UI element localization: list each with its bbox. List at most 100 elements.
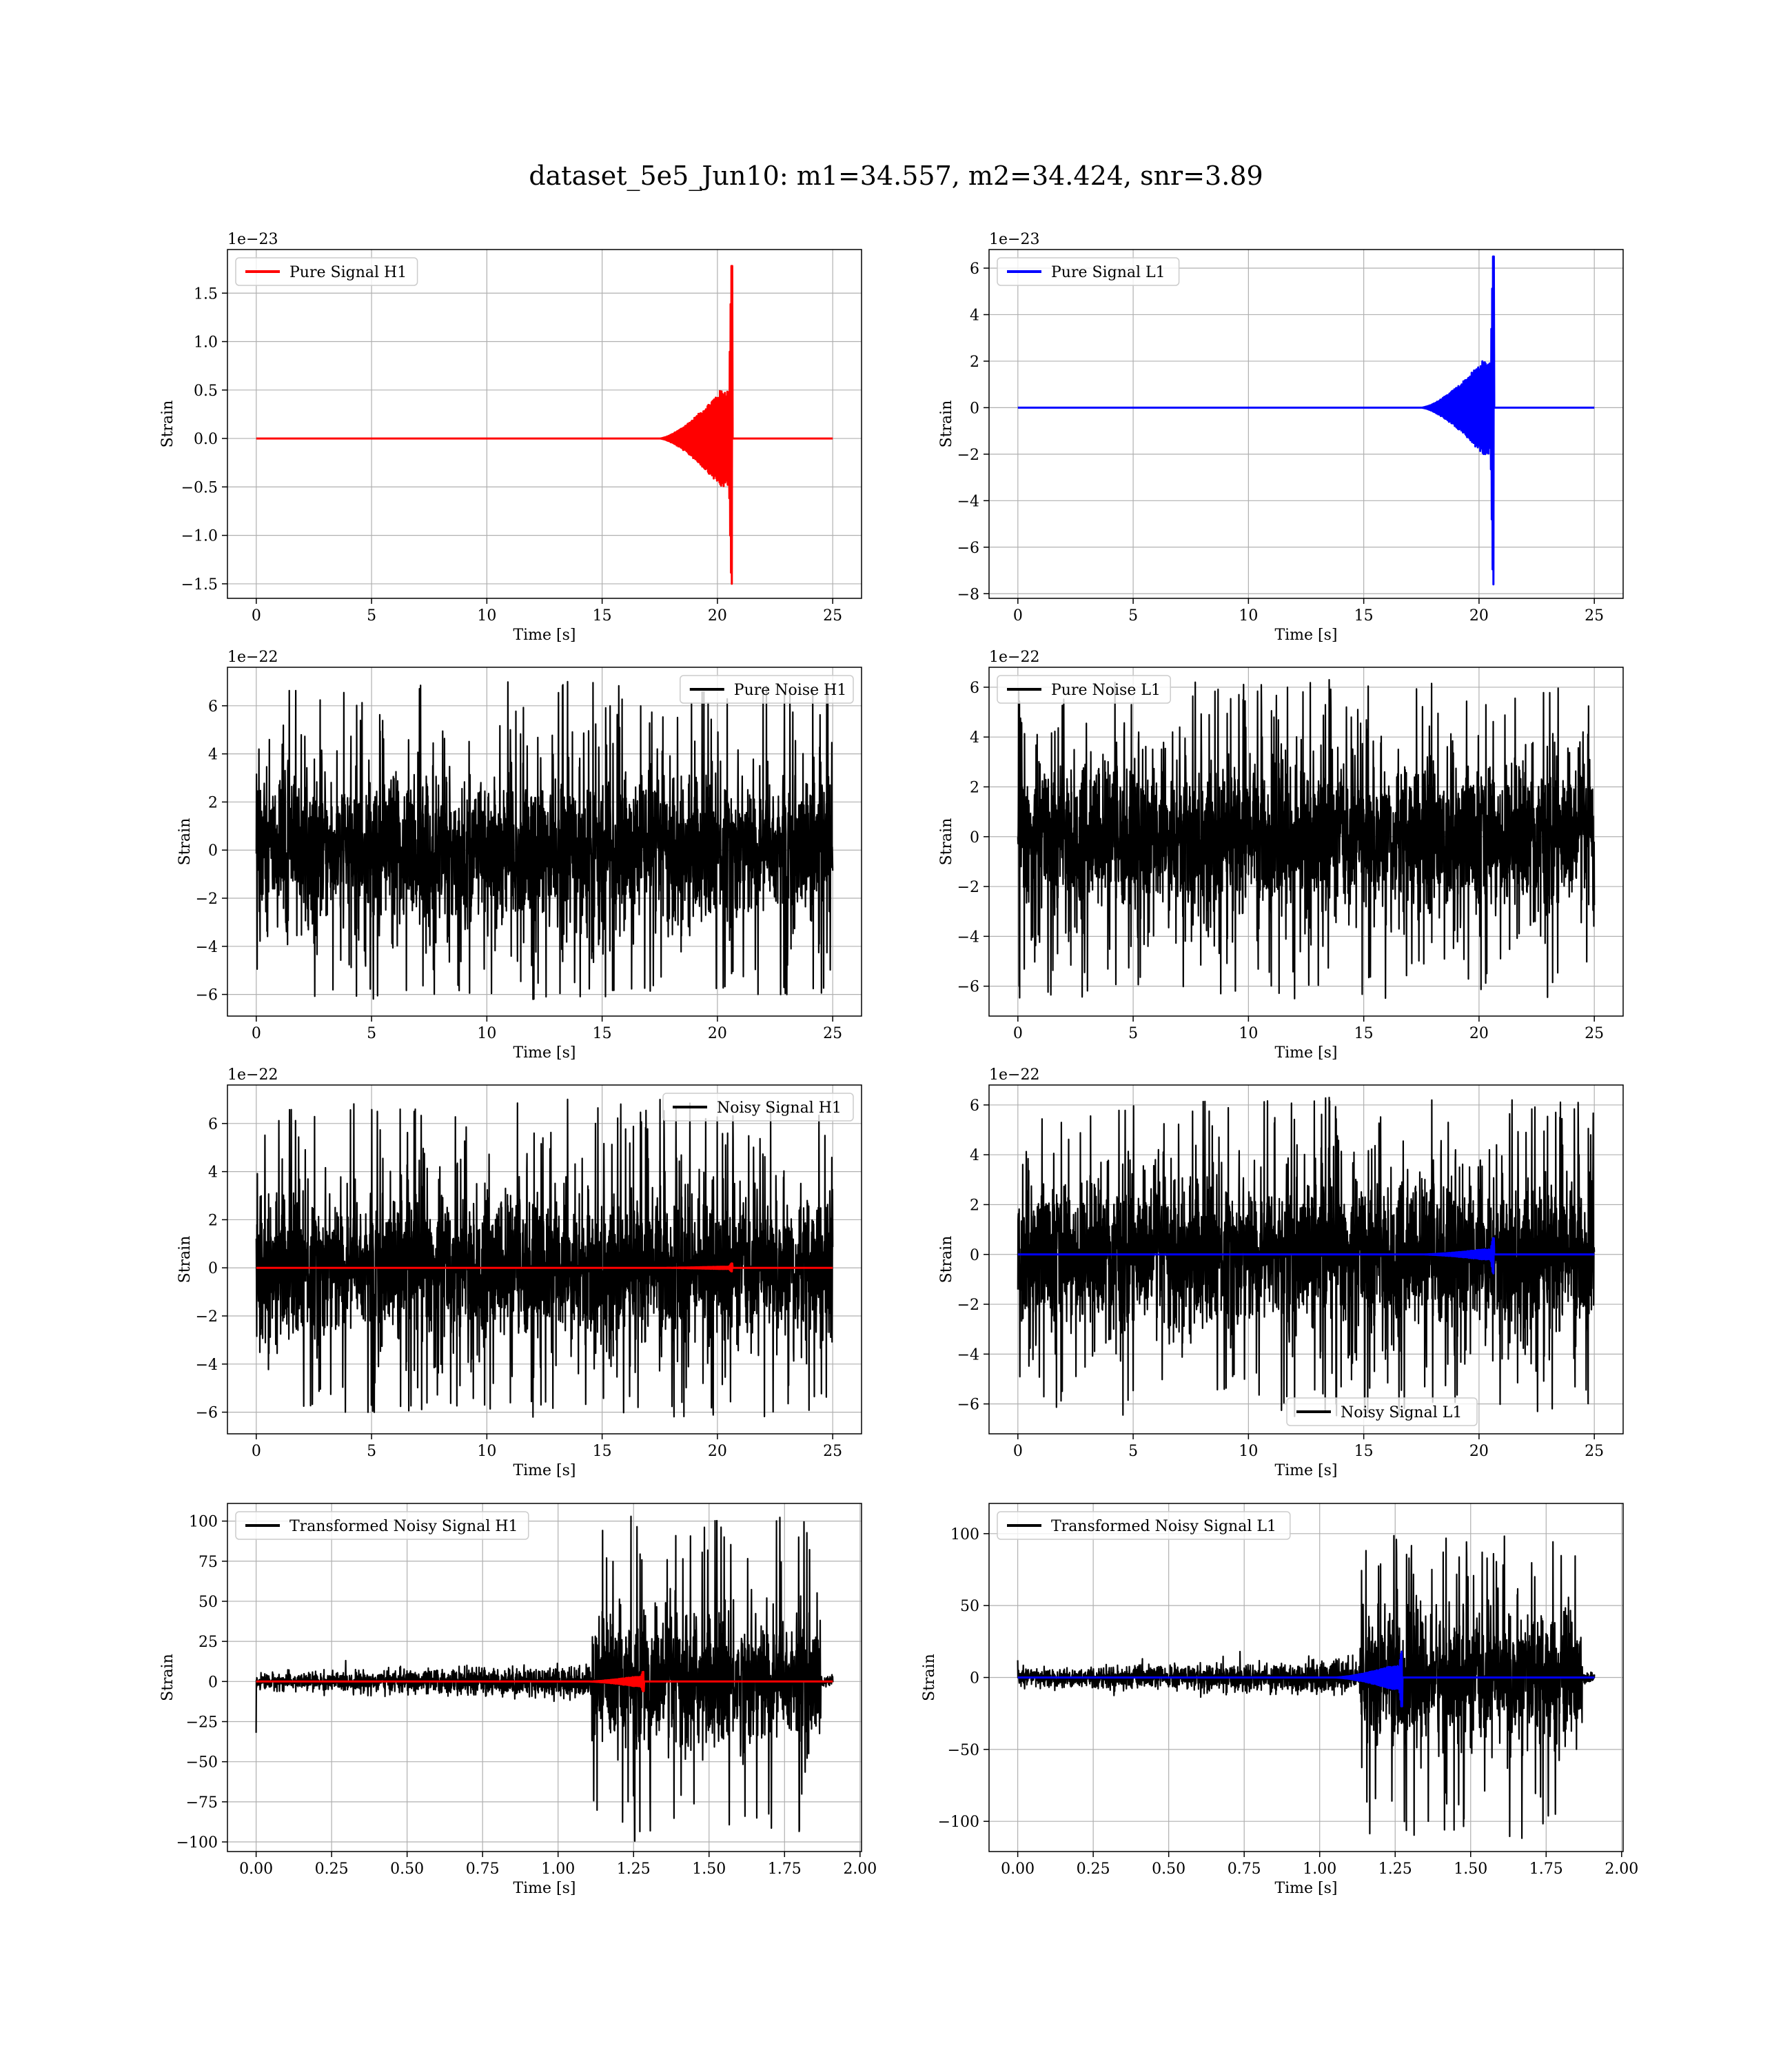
panel-3: 0 5 10 15 20 25 −6 −4 −2 0 2 4 6 1e−22 Time [s] Strain P… <box>176 649 862 1062</box>
series-line-2 <box>1017 1650 1596 1707</box>
x-tick-label: 25 <box>1585 1025 1604 1042</box>
axes-frame <box>988 249 1624 599</box>
y-tick-label: 4 <box>970 729 979 747</box>
legend: Pure Signal L1 <box>997 257 1180 286</box>
y-tick-label: −75 <box>186 1794 218 1812</box>
panel-6: 0 5 10 15 20 25 −6 −4 −2 0 2 4 6 1e−22 Time [s] Strain N… <box>938 1066 1624 1479</box>
y-tick-label: 2 <box>970 1197 979 1214</box>
x-tick-label: 15 <box>593 1025 612 1042</box>
x-tick-label: 2.00 <box>1605 1861 1638 1878</box>
y-tick-label: −4 <box>957 929 979 946</box>
x-tick-label: 5 <box>367 1025 376 1042</box>
y-tick-label: −1.5 <box>181 576 218 594</box>
x-tick-label: 20 <box>1469 607 1489 625</box>
plot-area <box>1017 679 1596 1000</box>
plot-area <box>255 680 834 1000</box>
x-tick-label: 1.00 <box>541 1861 575 1878</box>
y-tick-label: −4 <box>957 1346 979 1364</box>
y-tick-label: 6 <box>208 1116 218 1133</box>
x-tick-label: 5 <box>1128 1443 1138 1460</box>
panel-8: 0.00 0.25 0.50 0.75 1.00 1.25 1.50 1.75 2.00 −100… <box>921 1503 1638 1897</box>
x-tick-label: 1.75 <box>1529 1861 1563 1878</box>
plot-area <box>255 1098 834 1418</box>
legend-label: Pure Signal L1 <box>1051 264 1165 281</box>
x-tick-label: 1.50 <box>692 1861 726 1878</box>
legend: Pure Signal H1 <box>235 257 418 286</box>
legend: Noisy Signal L1 <box>1286 1397 1478 1426</box>
x-tick-label: 0.50 <box>390 1861 424 1878</box>
y-tick-label: −2 <box>196 891 218 908</box>
x-tick-label: 10 <box>1239 1443 1258 1460</box>
x-tick-label: 0 <box>1013 607 1023 625</box>
y-tick-label: −4 <box>196 1357 218 1374</box>
y-axis-label: Strain <box>938 401 955 448</box>
legend-label: Transformed Noisy Signal H1 <box>289 1518 518 1535</box>
y-axis-label: Strain <box>938 818 955 866</box>
y-tick-label: 75 <box>198 1554 218 1571</box>
y-tick-label: −6 <box>196 987 218 1004</box>
x-axis-label: Time [s] <box>513 1880 576 1897</box>
panel-2: 0 5 10 15 20 25 −8 −6 −4 −2 0 2 4 6 1e−23 Time [s] Strai… <box>938 231 1624 644</box>
y-tick-label: 6 <box>970 1097 979 1115</box>
legend-box <box>662 1093 854 1122</box>
y-tick-label: −50 <box>186 1754 218 1772</box>
x-tick-label: 25 <box>823 1443 842 1460</box>
series-line-1 <box>255 1098 834 1418</box>
plot-area <box>1017 1534 1596 1839</box>
x-tick-label: 25 <box>823 607 842 625</box>
x-tick-label: 20 <box>708 1025 727 1042</box>
x-tick-label: 0 <box>252 1025 261 1042</box>
x-axis-label: Time [s] <box>1274 627 1337 644</box>
y-tick-label: 0 <box>970 1247 979 1264</box>
x-tick-label: 1.25 <box>1378 1861 1412 1878</box>
legend-label: Pure Noise L1 <box>1051 682 1161 699</box>
panel-1: 0 5 10 15 20 25 −1.5 −1.0 −0.5 0.0 0.5 1.0 1.5 1e−23 T… <box>159 231 862 644</box>
offset-text: 1e−22 <box>227 649 278 666</box>
y-tick-label: 4 <box>970 307 979 324</box>
y-tick-label: 0 <box>208 842 218 860</box>
x-tick-label: 10 <box>1239 607 1258 625</box>
y-tick-label: −0.5 <box>181 479 218 496</box>
x-tick-label: 20 <box>1469 1025 1489 1042</box>
y-tick-label: 25 <box>198 1634 218 1651</box>
plot-area <box>255 1515 834 1842</box>
y-tick-label: 0 <box>970 400 979 417</box>
series-line-1 <box>1017 679 1596 1000</box>
y-tick-label: 100 <box>950 1526 979 1543</box>
y-tick-label: 1.5 <box>194 285 218 303</box>
y-tick-label: 0 <box>970 1670 979 1687</box>
y-tick-label: 6 <box>208 698 218 716</box>
legend: Noisy Signal H1 <box>662 1093 854 1122</box>
x-tick-label: 0.50 <box>1152 1861 1185 1878</box>
y-axis-label: Strain <box>159 1654 176 1701</box>
x-tick-label: 2.00 <box>843 1861 877 1878</box>
x-tick-label: 15 <box>1354 607 1374 625</box>
y-axis-label: Strain <box>176 1236 194 1284</box>
legend-box <box>997 675 1171 704</box>
x-tick-label: 0 <box>252 1443 261 1460</box>
y-tick-label: 4 <box>208 1164 218 1182</box>
figure-title: dataset_5e5_Jun10: m1=34.557, m2=34.424,… <box>529 161 1263 192</box>
x-tick-label: 1.00 <box>1303 1861 1336 1878</box>
y-tick-label: −2 <box>196 1308 218 1326</box>
series-line-1 <box>1017 255 1596 586</box>
offset-text: 1e−23 <box>989 231 1039 248</box>
legend-label: Pure Noise H1 <box>734 682 847 699</box>
legend-box <box>1286 1397 1478 1426</box>
x-tick-label: 1.50 <box>1454 1861 1487 1878</box>
offset-text: 1e−22 <box>989 649 1039 666</box>
legend-box <box>997 257 1180 286</box>
legend-box <box>997 1511 1291 1540</box>
offset-text: 1e−22 <box>227 1066 278 1084</box>
y-tick-label: −1.0 <box>181 528 218 545</box>
y-tick-label: −2 <box>957 1297 979 1314</box>
panels: 0 5 10 15 20 25−1.5−1.0−0.50.00.51.01.51e−23T… <box>159 231 1638 1897</box>
x-tick-label: 5 <box>367 607 376 625</box>
series-line-2 <box>255 1670 834 1692</box>
y-tick-label: 2 <box>208 794 218 811</box>
y-tick-label: −50 <box>948 1742 979 1759</box>
x-tick-label: 15 <box>593 607 612 625</box>
legend: Transformed Noisy Signal H1 <box>235 1511 529 1540</box>
